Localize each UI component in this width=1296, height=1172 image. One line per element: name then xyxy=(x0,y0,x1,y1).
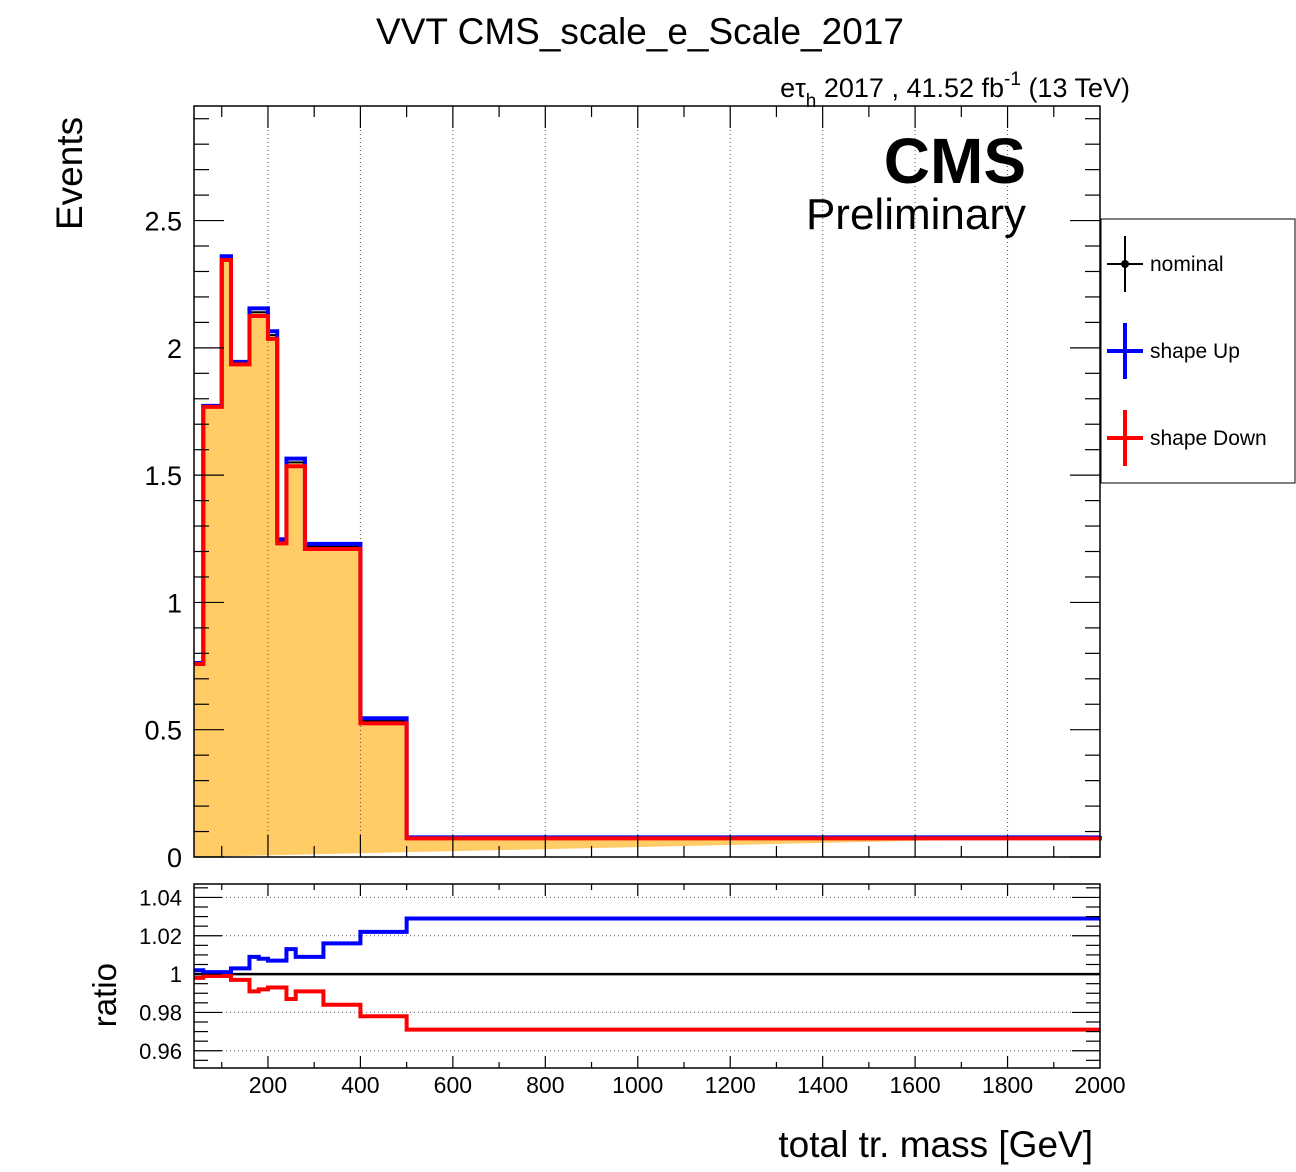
main-y-tick-label: 2 xyxy=(167,334,182,364)
legend-label: shape Up xyxy=(1150,340,1240,363)
lumi-label: eτh 2017 , 41.52 fb-1 (13 TeV) xyxy=(780,69,1130,112)
x-tick-label: 200 xyxy=(249,1072,287,1098)
nominal-fill-area xyxy=(194,258,1100,858)
main-y-axis-label: Events xyxy=(49,117,90,230)
main-y-tick-label: 0.5 xyxy=(144,716,182,746)
legend-label: nominal xyxy=(1150,253,1224,276)
x-tick-label: 1200 xyxy=(705,1072,756,1098)
legend-label: shape Down xyxy=(1150,427,1267,450)
x-tick-label: 1400 xyxy=(797,1072,848,1098)
x-tick-label: 800 xyxy=(526,1072,564,1098)
main-y-tick-label: 2.5 xyxy=(144,207,182,237)
main-y-tick-labels: 0 0.5 1 1.5 2 2.5 xyxy=(144,207,182,873)
ratio-y-tick-label: 0.96 xyxy=(139,1039,182,1064)
legend-item-shape-down: shape Down xyxy=(1107,410,1267,466)
ratio-x-tick-labels: 200 400 600 800 1000 1200 1400 1600 1800 2000 xyxy=(249,1072,1126,1098)
main-y-tick-label: 0 xyxy=(167,843,182,873)
legend-marker-dot xyxy=(1121,260,1129,268)
nominal-fill xyxy=(194,258,1100,858)
ratio-y-tick-label: 1.02 xyxy=(139,924,182,949)
ratio-series xyxy=(194,916,1100,1032)
ratio-y-tick-labels: 0.96 0.98 1 1.02 1.04 xyxy=(139,885,182,1063)
main-ticks xyxy=(194,106,1100,858)
main-y-tick-label: 1 xyxy=(167,588,182,618)
x-tick-label: 1600 xyxy=(890,1072,941,1098)
x-tick-label: 1800 xyxy=(982,1072,1033,1098)
ratio-series-shape-down xyxy=(194,974,1100,1032)
cms-preliminary: Preliminary xyxy=(806,190,1026,239)
ratio-plot-frame xyxy=(193,883,1101,1069)
main-series xyxy=(194,254,1102,841)
legend-item-shape-up: shape Up xyxy=(1107,323,1240,379)
legend-item-nominal: nominal xyxy=(1107,236,1224,292)
x-tick-label: 2000 xyxy=(1074,1072,1125,1098)
main-plot-frame xyxy=(193,105,1101,858)
ratio-series-shape-up xyxy=(194,916,1100,975)
main-series-shape-down xyxy=(194,258,1102,841)
chart-title: VVT CMS_scale_e_Scale_2017 xyxy=(376,11,904,52)
x-tick-label: 400 xyxy=(341,1072,379,1098)
legend: nominal shape Up shape Down xyxy=(1100,218,1296,484)
main-y-tick-label: 1.5 xyxy=(144,461,182,491)
cms-logo: CMS xyxy=(884,125,1026,197)
ratio-y-tick-label: 1 xyxy=(170,962,182,987)
ratio-y-tick-label: 0.98 xyxy=(139,1000,182,1025)
x-axis-label: total tr. mass [GeV] xyxy=(778,1124,1093,1165)
x-tick-label: 1000 xyxy=(612,1072,663,1098)
x-tick-label: 600 xyxy=(434,1072,472,1098)
ratio-y-axis-label: ratio xyxy=(86,963,123,1027)
ratio-grid xyxy=(194,896,1100,1052)
ratio-ticks xyxy=(194,884,1100,1068)
ratio-y-tick-label: 1.04 xyxy=(139,885,182,910)
